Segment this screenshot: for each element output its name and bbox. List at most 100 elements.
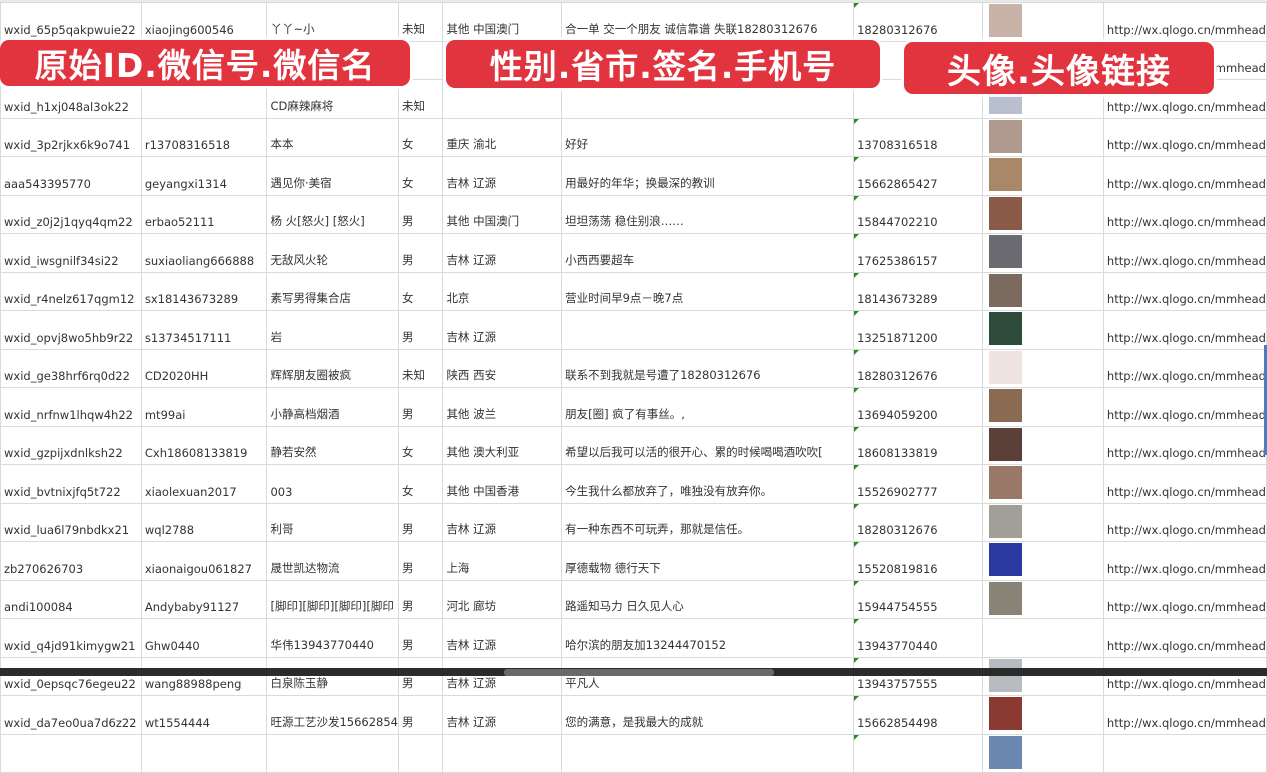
cell-id[interactable] bbox=[0, 733, 142, 773]
cell-signature[interactable]: 哈尔滨的朋友加13244470152 bbox=[561, 618, 855, 658]
cell-signature[interactable]: 希望以后我可以活的很开心、累的时候喝喝酒吹吹[ bbox=[561, 425, 855, 465]
cell-name[interactable]: 华伟13943770440 bbox=[266, 618, 399, 658]
cell-avatar[interactable] bbox=[981, 387, 1104, 427]
cell-avatar[interactable] bbox=[981, 579, 1104, 619]
cell-avatar[interactable] bbox=[981, 310, 1104, 350]
cell-region[interactable]: 陕西 西安 bbox=[442, 348, 563, 388]
cell-gender[interactable]: 男 bbox=[397, 310, 444, 350]
cell-region[interactable]: 其他 波兰 bbox=[442, 387, 563, 427]
cell-region[interactable]: 吉林 辽源 bbox=[442, 656, 563, 696]
cell-id[interactable]: wxid_bvtnixjfq5t722 bbox=[0, 464, 142, 504]
cell-avatar[interactable] bbox=[981, 117, 1104, 157]
cell-name[interactable]: [脚印][脚印][脚印][脚印 bbox=[266, 579, 399, 619]
cell-wechat[interactable]: xiaonaigou061827 bbox=[140, 541, 268, 581]
cell-name[interactable]: 杨 火[怒火] [怒火] bbox=[266, 194, 399, 234]
cell-id[interactable]: wxid_opvj8wo5hb9r22 bbox=[0, 310, 142, 350]
cell-wechat[interactable]: s13734517111 bbox=[140, 310, 268, 350]
cell-gender[interactable]: 男 bbox=[397, 618, 444, 658]
cell-url[interactable]: http://wx.qlogo.cn/mmhead bbox=[1102, 464, 1267, 504]
cell-name[interactable]: 白泉陈玉静 bbox=[266, 656, 399, 696]
cell-name[interactable]: 利哥 bbox=[266, 502, 399, 542]
cell-gender[interactable]: 男 bbox=[397, 502, 444, 542]
cell-name[interactable]: 丫丫~小 bbox=[266, 2, 399, 42]
cell-gender[interactable]: 未知 bbox=[397, 348, 444, 388]
vertical-scrollbar[interactable] bbox=[1264, 345, 1267, 455]
cell-url[interactable]: http://wx.qlogo.cn/mmhead bbox=[1102, 310, 1267, 350]
cell-gender[interactable]: 男 bbox=[397, 656, 444, 696]
cell-avatar[interactable] bbox=[981, 2, 1104, 42]
cell-phone[interactable]: 15662865427 bbox=[853, 156, 983, 196]
cell-url[interactable]: http://wx.qlogo.cn/mmhead bbox=[1102, 348, 1267, 388]
cell-gender[interactable] bbox=[397, 733, 444, 773]
cell-avatar[interactable] bbox=[981, 156, 1104, 196]
cell-wechat[interactable]: CD2020HH bbox=[140, 348, 268, 388]
cell-region[interactable]: 吉林 辽源 bbox=[442, 156, 563, 196]
cell-gender[interactable]: 女 bbox=[397, 464, 444, 504]
cell-url[interactable]: http://wx.qlogo.cn/mmhead bbox=[1102, 156, 1267, 196]
cell-id[interactable]: wxid_q4jd91kimygw21 bbox=[0, 618, 142, 658]
cell-id[interactable]: wxid_z0j2j1qyq4qm22 bbox=[0, 194, 142, 234]
cell-signature[interactable]: 朋友[圈] 疯了有事丝。, bbox=[561, 387, 855, 427]
cell-gender[interactable]: 未知 bbox=[397, 2, 444, 42]
cell-url[interactable]: http://wx.qlogo.cn/mmhead bbox=[1102, 579, 1267, 619]
cell-wechat[interactable]: wang88988peng bbox=[140, 656, 268, 696]
horizontal-scrollbar[interactable] bbox=[504, 669, 774, 676]
cell-phone[interactable]: 13943757555 bbox=[853, 656, 983, 696]
cell-phone[interactable]: 13708316518 bbox=[853, 117, 983, 157]
cell-url[interactable] bbox=[1102, 733, 1267, 773]
cell-name[interactable]: 素写男得集合店 bbox=[266, 271, 399, 311]
cell-gender[interactable]: 男 bbox=[397, 387, 444, 427]
cell-id[interactable]: wxid_iwsgnilf34si22 bbox=[0, 233, 142, 273]
cell-avatar[interactable] bbox=[981, 425, 1104, 465]
cell-wechat[interactable]: wql2788 bbox=[140, 502, 268, 542]
cell-phone[interactable]: 13943770440 bbox=[853, 618, 983, 658]
cell-wechat[interactable]: mt99ai bbox=[140, 387, 268, 427]
cell-id[interactable]: wxid_ge38hrf6rq0d22 bbox=[0, 348, 142, 388]
cell-signature[interactable]: 路遥知马力 日久见人心 bbox=[561, 579, 855, 619]
cell-wechat[interactable]: wt1554444 bbox=[140, 695, 268, 735]
cell-id[interactable]: wxid_lua6l79nbdkx21 bbox=[0, 502, 142, 542]
cell-region[interactable]: 其他 中国香港 bbox=[442, 464, 563, 504]
cell-phone[interactable]: 18280312676 bbox=[853, 502, 983, 542]
cell-id[interactable]: wxid_0epsqc76egeu22 bbox=[0, 656, 142, 696]
cell-wechat[interactable] bbox=[140, 733, 268, 773]
cell-avatar[interactable] bbox=[981, 271, 1104, 311]
cell-avatar[interactable] bbox=[981, 502, 1104, 542]
cell-wechat[interactable]: erbao52111 bbox=[140, 194, 268, 234]
cell-id[interactable]: wxid_65p5qakpwuie22 bbox=[0, 2, 142, 42]
cell-gender[interactable]: 未知 bbox=[397, 79, 444, 119]
cell-region[interactable]: 其他 中国澳门 bbox=[442, 194, 563, 234]
cell-region[interactable] bbox=[442, 733, 563, 773]
cell-gender[interactable]: 男 bbox=[397, 541, 444, 581]
cell-gender[interactable]: 男 bbox=[397, 695, 444, 735]
cell-url[interactable]: http://wx.qlogo.cn/mmhead bbox=[1102, 695, 1267, 735]
cell-name[interactable]: 晟世凯达物流 bbox=[266, 541, 399, 581]
cell-phone[interactable]: 13694059200 bbox=[853, 387, 983, 427]
cell-phone[interactable]: 18280312676 bbox=[853, 348, 983, 388]
cell-signature[interactable]: 联系不到我就是号遭了18280312676 bbox=[561, 348, 855, 388]
cell-avatar[interactable] bbox=[981, 194, 1104, 234]
cell-gender[interactable]: 女 bbox=[397, 425, 444, 465]
cell-name[interactable]: 无敌风火轮 bbox=[266, 233, 399, 273]
cell-wechat[interactable]: Cxh18608133819 bbox=[140, 425, 268, 465]
cell-gender[interactable]: 男 bbox=[397, 194, 444, 234]
cell-url[interactable]: http://wx.qlogo.cn/mmhead bbox=[1102, 233, 1267, 273]
cell-avatar[interactable] bbox=[981, 618, 1104, 658]
cell-name[interactable] bbox=[266, 733, 399, 773]
cell-avatar[interactable] bbox=[981, 656, 1104, 696]
cell-signature[interactable]: 您的满意，是我最大的成就 bbox=[561, 695, 855, 735]
cell-signature[interactable]: 今生我什么都放弃了，唯独没有放弃你。 bbox=[561, 464, 855, 504]
cell-phone[interactable]: 15662854498 bbox=[853, 695, 983, 735]
cell-name[interactable]: 小静高档烟酒 bbox=[266, 387, 399, 427]
cell-signature[interactable]: 小西西要超车 bbox=[561, 233, 855, 273]
cell-gender[interactable]: 女 bbox=[397, 117, 444, 157]
cell-phone[interactable]: 18143673289 bbox=[853, 271, 983, 311]
cell-region[interactable]: 吉林 辽源 bbox=[442, 695, 563, 735]
cell-region[interactable]: 其他 中国澳门 bbox=[442, 2, 563, 42]
cell-wechat[interactable]: geyangxi1314 bbox=[140, 156, 268, 196]
cell-signature[interactable] bbox=[561, 310, 855, 350]
cell-signature[interactable]: 厚德载物 德行天下 bbox=[561, 541, 855, 581]
cell-url[interactable]: http://wx.qlogo.cn/mmhead bbox=[1102, 618, 1267, 658]
cell-avatar[interactable] bbox=[981, 695, 1104, 735]
cell-signature[interactable]: 平凡人 bbox=[561, 656, 855, 696]
